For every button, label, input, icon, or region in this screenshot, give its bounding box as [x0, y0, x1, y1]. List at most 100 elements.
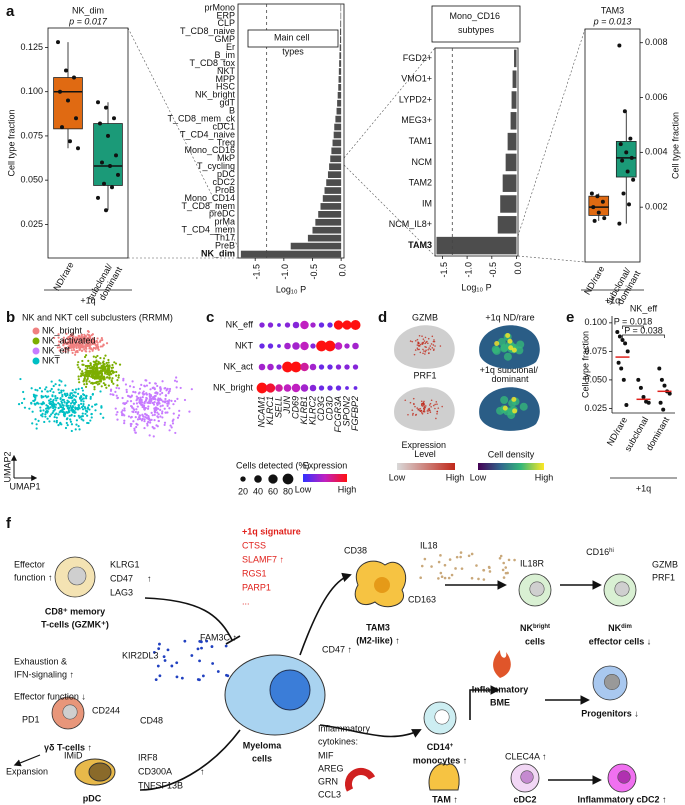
dot: [267, 343, 274, 349]
density-spot: [439, 345, 442, 347]
umap-cell: [74, 391, 77, 394]
umap-cell: [100, 374, 103, 377]
umap-cell: [69, 418, 72, 421]
umap-cell: [96, 354, 99, 358]
y-tick-label: B_im: [214, 50, 235, 60]
umap-cell: [55, 416, 58, 419]
umap-cell: [158, 402, 161, 405]
umap-cell: [82, 380, 85, 383]
density-spot: [431, 347, 434, 349]
density-spot: [419, 407, 422, 410]
umap-cell: [148, 396, 152, 399]
umap-cell: [100, 366, 103, 369]
dot: [353, 386, 358, 390]
x-tick-label: -0.5: [488, 262, 498, 278]
umap-cell: [84, 345, 88, 348]
y-tick-label: FGD2+: [403, 53, 432, 63]
title-box: [431, 5, 521, 43]
legend-label: NKT: [42, 355, 61, 365]
umap-cell: [95, 377, 98, 380]
bar: [339, 52, 342, 59]
umap-cell: [53, 415, 56, 419]
label: cells: [252, 753, 272, 763]
umap-cell: [70, 406, 73, 409]
density-spot: [432, 349, 435, 352]
point: [595, 194, 600, 199]
point: [657, 366, 662, 371]
umap-cell: [146, 407, 150, 410]
umap-cell: [161, 404, 164, 407]
umap-cell: [174, 431, 177, 435]
y-tick-label: NK_bright: [195, 90, 236, 100]
umap-cell: [44, 415, 47, 418]
dot: [318, 364, 325, 370]
density-spot: [432, 344, 435, 346]
group-label: +1q: [80, 295, 95, 305]
x-tick-label: 0.0: [513, 262, 523, 275]
dot: [335, 364, 342, 370]
umap-cell: [98, 340, 102, 343]
dot: [324, 340, 336, 352]
point: [114, 153, 118, 158]
umap-cell: [49, 406, 52, 409]
label: cells: [525, 636, 545, 646]
label: Progenitors ↓: [581, 708, 639, 718]
umap-cell: [166, 404, 169, 407]
umap-cell: [146, 422, 149, 425]
umap-cell: [77, 387, 80, 390]
nucleus: [529, 581, 545, 597]
umap-cell: [85, 397, 88, 400]
umap-cell: [167, 400, 170, 404]
umap-cell: [163, 407, 166, 410]
label: Effector function ↓: [14, 691, 86, 701]
particle: [158, 642, 161, 646]
umap-cell: [100, 405, 103, 408]
umap-cell: [190, 388, 193, 391]
umap-cell: [163, 400, 166, 403]
umap-cell: [71, 389, 74, 392]
umap-cell: [52, 398, 55, 402]
y-tick-label: 0.100: [584, 317, 607, 327]
y-tick-label: cDC1: [212, 121, 235, 131]
particle: [420, 564, 424, 568]
umap-cell: [78, 407, 81, 410]
umap-cell: [66, 424, 69, 427]
umap-cell: [123, 409, 126, 412]
umap-cell: [57, 336, 60, 339]
dot: [350, 319, 361, 331]
umap-cell: [80, 386, 84, 390]
umap-cell: [72, 343, 75, 346]
plot-frame: [584, 28, 641, 263]
umap-cell: [148, 400, 151, 403]
dot: [259, 343, 265, 349]
umap-cell: [116, 411, 119, 414]
umap-cell: [87, 341, 90, 344]
umap-cell: [59, 405, 62, 408]
umap-cell: [78, 348, 81, 351]
point: [104, 208, 108, 213]
y-tick-label: 0.050: [584, 374, 607, 384]
umap-cell: [60, 380, 63, 383]
y-tick-label: LYPD2+: [399, 94, 432, 104]
y-tick-label: PreB: [215, 240, 235, 250]
particle: [198, 678, 201, 682]
density-spot: [422, 401, 425, 404]
density-spot: [420, 400, 423, 403]
density-spot: [500, 344, 509, 353]
label: CLEC4A ↑: [505, 751, 547, 761]
density-spot: [507, 411, 516, 420]
density-spot: [425, 405, 427, 407]
umap-cell: [63, 340, 66, 343]
umap-cell: [115, 413, 118, 416]
umap-cell: [123, 402, 126, 405]
umap-cell: [171, 419, 174, 423]
particle: [443, 576, 447, 580]
y-axis-label: Cell type fraction: [6, 109, 16, 176]
umap-cell: [91, 392, 95, 396]
density-spot: [423, 406, 426, 408]
umap-cell: [111, 393, 114, 396]
umap-cell: [63, 401, 66, 404]
density-spot: [409, 340, 412, 342]
density-spot: [426, 412, 429, 415]
umap-cell: [75, 342, 78, 345]
